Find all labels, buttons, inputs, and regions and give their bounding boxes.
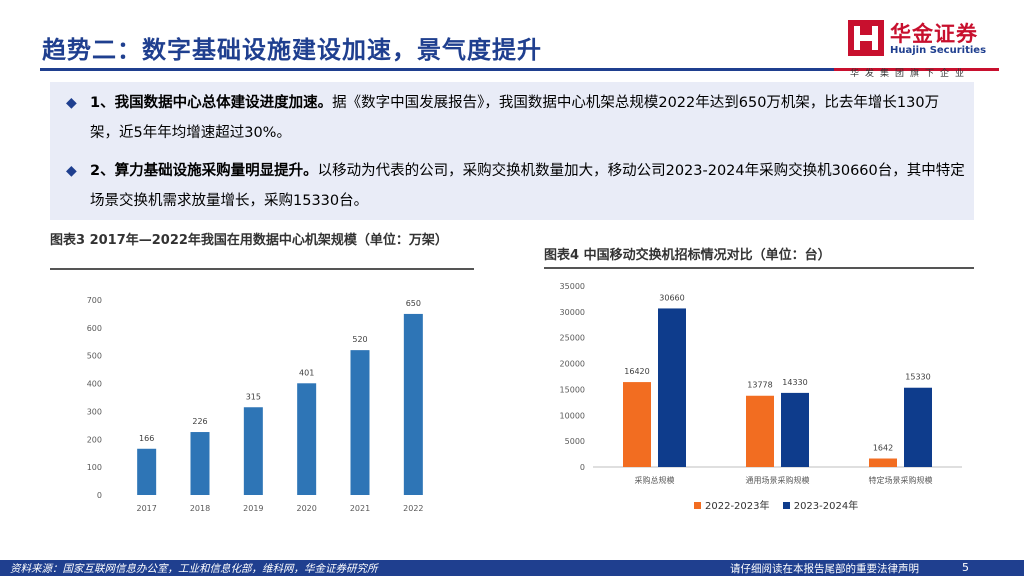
title-underline-accent: [834, 68, 999, 71]
logo-chinese-name: 华金证券: [890, 22, 978, 46]
x-tick-label: 2019: [243, 504, 263, 513]
x-tick-label: 采购总规模: [635, 475, 675, 485]
y-tick-label: 100: [87, 463, 102, 472]
bar: [746, 395, 774, 467]
data-label: 13778: [747, 381, 772, 390]
logo-mark-icon: [848, 20, 884, 56]
bar: [658, 308, 686, 467]
bar: [243, 407, 263, 495]
data-label: 166: [139, 434, 154, 443]
data-label: 650: [406, 299, 421, 308]
page-number: 5: [962, 561, 969, 574]
bullet-heading: 1、我国数据中心总体建设进度加速。: [90, 95, 333, 111]
data-label: 15330: [905, 373, 930, 382]
figure-3-rule: [50, 268, 474, 270]
bullet-text: 以移动为代表的公司，采购交换机数量加大，移动公司2023-2024年采购交换机3…: [90, 163, 965, 209]
y-tick-label: 25000: [560, 334, 585, 343]
bar: [190, 432, 210, 495]
x-tick-label: 特定场景采购规模: [869, 475, 933, 485]
y-tick-label: 15000: [560, 385, 585, 394]
footer-bar: [0, 560, 1024, 576]
y-tick-label: 600: [87, 324, 102, 333]
diamond-bullet-icon: ◆: [66, 163, 77, 179]
x-tick-label: 通用场景采购规模: [746, 475, 810, 485]
legend-swatch-2023: [782, 502, 790, 509]
bar: [869, 458, 897, 467]
bar: [137, 448, 157, 495]
figure-3-title: 图表3 2017年—2022年我国在用数据中心机架规模（单位：万架）: [50, 233, 448, 248]
figure-4-title: 图表4 中国移动交换机招标情况对比（单位：台）: [544, 248, 831, 263]
summary-box: ◆ 1、我国数据中心总体建设进度加速。据《数字中国发展报告》，我国数据中心机架总…: [50, 82, 974, 220]
bar: [297, 383, 317, 495]
y-tick-label: 400: [87, 380, 102, 389]
figure-4-rule: [544, 267, 974, 269]
bar: [403, 313, 423, 495]
y-tick-label: 35000: [560, 282, 585, 291]
bullet-heading: 2、算力基础设施采购量明显提升。: [90, 163, 318, 179]
x-tick-label: 2021: [350, 504, 370, 513]
y-tick-label: 10000: [560, 411, 585, 420]
logo-slogan: 华发集团旗下企业: [850, 69, 971, 79]
data-label: 226: [192, 417, 207, 426]
diamond-bullet-icon: ◆: [66, 95, 77, 111]
legend-label-2022: 2022-2023年: [705, 501, 770, 512]
logo-english-name: Huajin Securities: [890, 45, 987, 56]
data-label: 30660: [659, 293, 684, 302]
x-tick-label: 2018: [190, 504, 210, 513]
footer-source: 资料来源：国家互联网信息办公室，工业和信息化部，维科网，华金证券研究所: [10, 563, 378, 575]
legend-swatch-2022: [694, 502, 701, 509]
data-label: 16420: [624, 367, 649, 376]
y-tick-label: 500: [87, 352, 102, 361]
data-label: 401: [299, 368, 314, 377]
bullet-text: 据《数字中国发展报告》，我国数据中心机架总规模2022年达到650万机架，比去年…: [90, 95, 940, 141]
data-label: 315: [246, 392, 261, 401]
y-tick-label: 0: [580, 463, 585, 472]
company-logo: 华金证券 Huajin Securities: [848, 18, 1008, 62]
y-tick-label: 30000: [560, 308, 585, 317]
bar: [781, 392, 809, 467]
title-underline: [40, 68, 834, 71]
y-tick-label: 20000: [560, 360, 585, 369]
bar: [350, 350, 370, 495]
data-label: 14330: [782, 378, 807, 387]
y-tick-label: 200: [87, 435, 102, 444]
x-tick-label: 2017: [136, 504, 156, 513]
page-title: 趋势二：数字基础设施建设加速，景气度提升: [42, 36, 542, 64]
bar: [623, 382, 651, 467]
chart-legend: 2022-2023年 2023-2024年: [694, 497, 858, 512]
y-tick-label: 0: [97, 491, 102, 500]
bullet-item: ◆ 1、我国数据中心总体建设进度加速。据《数字中国发展报告》，我国数据中心机架总…: [66, 88, 966, 148]
y-tick-label: 300: [87, 407, 102, 416]
x-tick-label: 2020: [296, 504, 316, 513]
y-tick-label: 700: [87, 296, 102, 305]
footer-legal-note: 请仔细阅读在本报告尾部的重要法律声明: [730, 563, 919, 575]
bullet-item: ◆ 2、算力基础设施采购量明显提升。以移动为代表的公司，采购交换机数量加大，移动…: [66, 156, 966, 216]
legend-label-2023: 2023-2024年: [793, 501, 859, 512]
y-tick-label: 5000: [565, 437, 585, 446]
data-label: 1642: [873, 444, 893, 453]
x-tick-label: 2022: [403, 504, 423, 513]
bar: [904, 387, 932, 467]
data-label: 520: [352, 335, 367, 344]
